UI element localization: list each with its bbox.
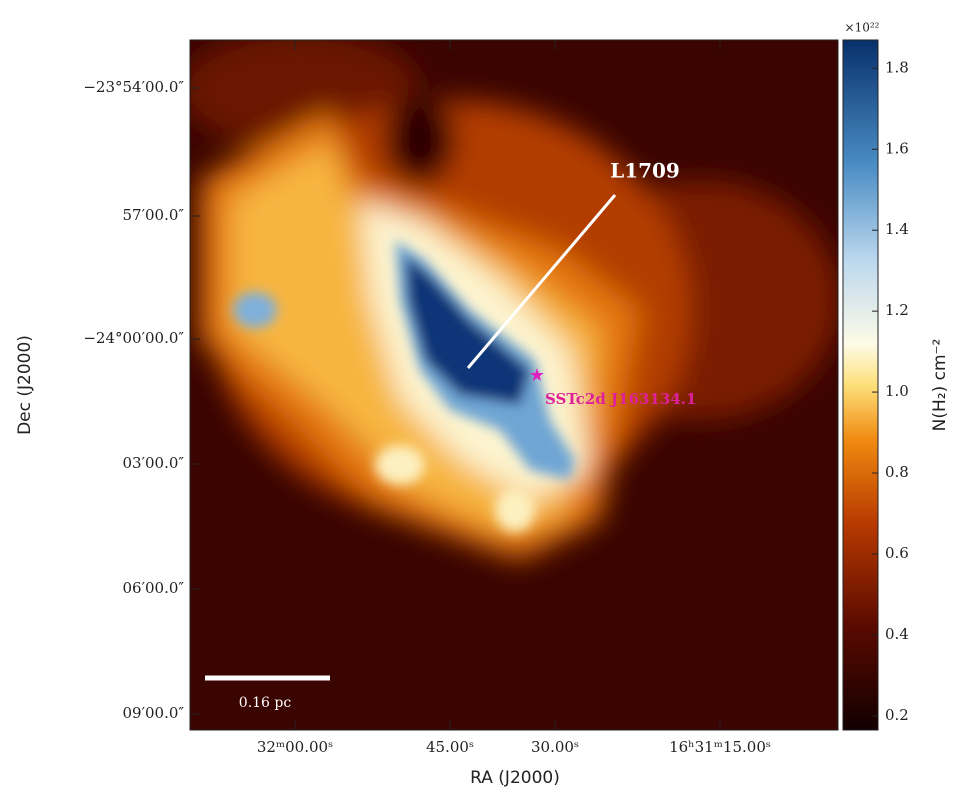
x-tick-label: 30.00ˢ: [531, 738, 579, 756]
y-tick-label: −24°00′00.0″: [83, 329, 184, 347]
source-label: SSTc2d J163134.1: [545, 390, 696, 408]
colorbar-tick-label: 0.6: [885, 544, 909, 562]
y-tick-label: 57′00.0″: [123, 206, 185, 224]
colorbar-tick-label: 0.8: [885, 463, 909, 481]
y-tick-label: 06′00.0″: [123, 579, 185, 597]
colorbar-tick-label: 1.4: [885, 220, 909, 238]
scale-bar-label: 0.16 pc: [239, 695, 292, 711]
x-tick-label: 16ʰ31ᵐ15.00ˢ: [669, 738, 771, 756]
cloud-label: L1709: [610, 159, 680, 183]
colorbar-tick-label: 0.2: [885, 706, 909, 724]
figure: L1709 ★ SSTc2d J163134.1 0.16 pc ×10²² N…: [0, 0, 958, 794]
colorbar-tick-label: 1.2: [885, 301, 909, 319]
colorbar-multiplier: ×10²²: [845, 21, 880, 35]
colorbar-label: N(H₂) cm⁻²: [930, 339, 950, 432]
y-tick-label: 03′00.0″: [123, 454, 185, 472]
colorbar-tick-label: 1.6: [885, 139, 909, 157]
x-tick-label: 32ᵐ00.00ˢ: [257, 738, 333, 756]
colorbar-tick-label: 0.4: [885, 625, 909, 643]
x-tick-label: 45.00ˢ: [426, 738, 474, 756]
colorbar: [843, 40, 878, 730]
y-tick-label: −23°54′00.0″: [83, 78, 184, 96]
column-density-map: [180, 30, 840, 730]
y-axis-label: Dec (J2000): [15, 335, 35, 435]
colorbar-tick-label: 1.0: [885, 382, 909, 400]
y-tick-label: 09′00.0″: [123, 704, 185, 722]
x-axis-label: RA (J2000): [470, 768, 560, 788]
colorbar-tick-label: 1.8: [885, 58, 909, 76]
source-star: ★: [529, 365, 545, 386]
